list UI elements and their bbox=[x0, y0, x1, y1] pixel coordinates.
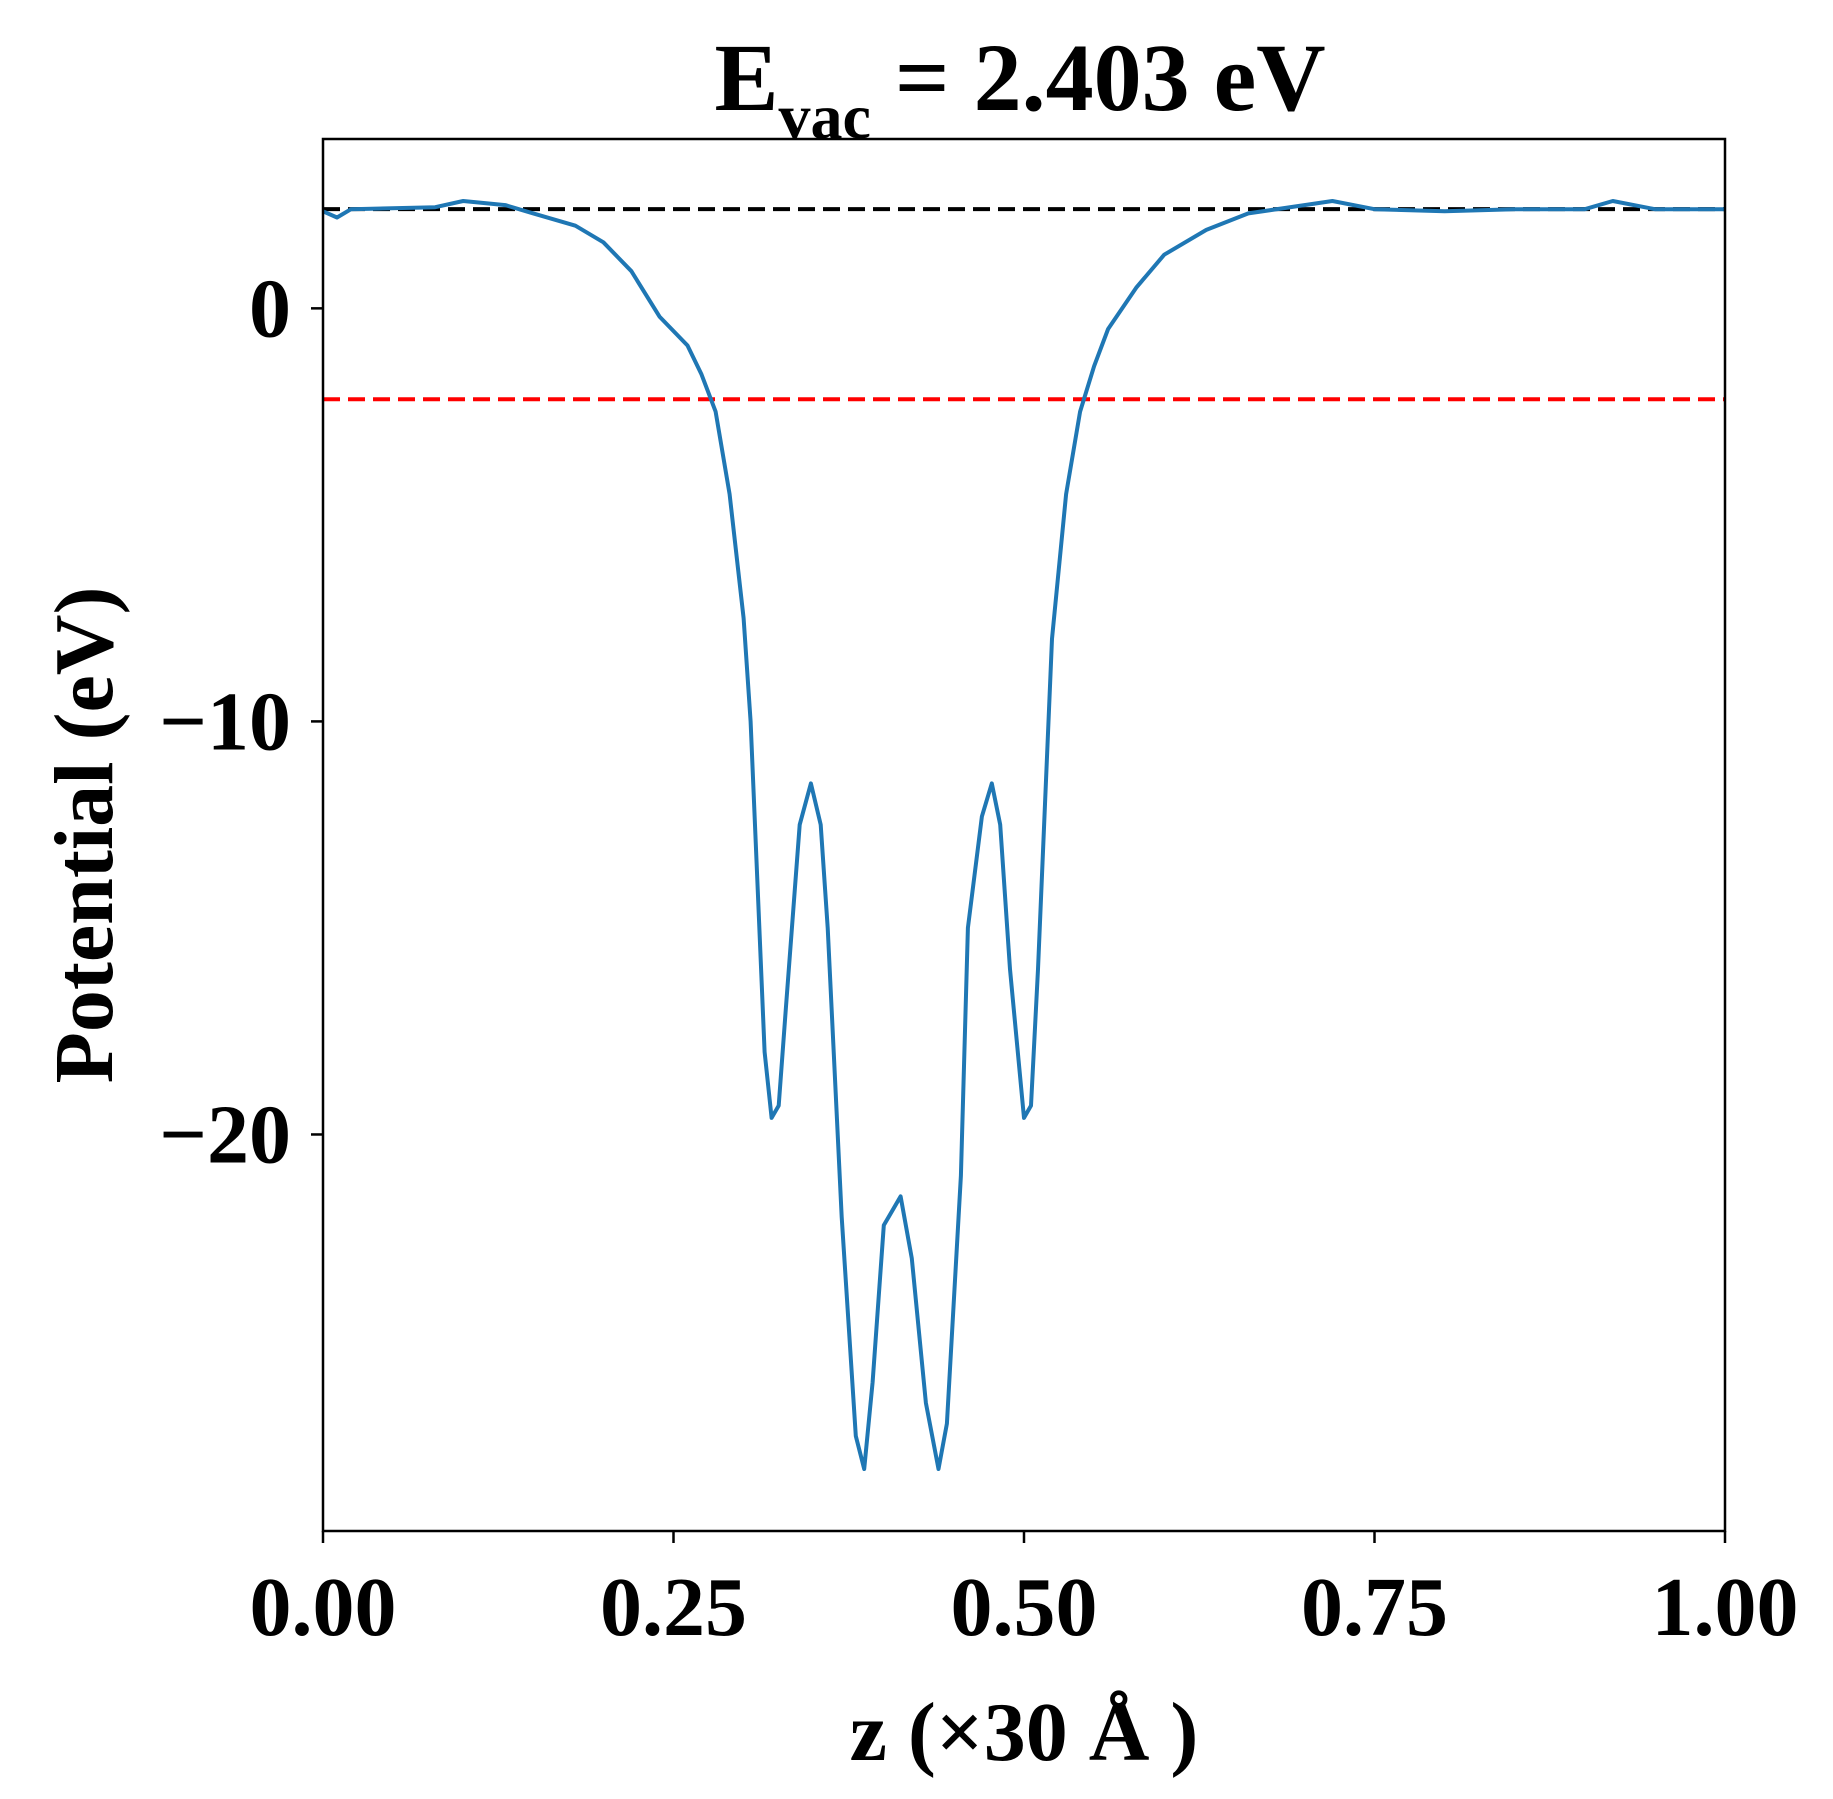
y-tick-label: 0 bbox=[249, 262, 291, 355]
x-axis-label: z (×30 Å ) bbox=[850, 1686, 1199, 1779]
x-tick-label: 0.00 bbox=[250, 1561, 397, 1654]
y-axis-label: Potential (eV) bbox=[38, 587, 131, 1084]
x-tick-label: 0.75 bbox=[1301, 1561, 1448, 1654]
y-tick-label: −20 bbox=[159, 1088, 291, 1181]
x-tick-label: 0.50 bbox=[951, 1561, 1098, 1654]
chart-title: Evac = 2.403 eV bbox=[714, 24, 1325, 152]
plot-area: 0.00 0.25 0.50 0.75 1.00 0 −10 −20 bbox=[159, 137, 1799, 1654]
x-tick-label: 0.25 bbox=[600, 1561, 747, 1654]
y-tick-label: −10 bbox=[159, 675, 291, 768]
x-tick-label: 1.00 bbox=[1652, 1561, 1799, 1654]
axes-frame bbox=[321, 137, 1727, 1533]
potential-series-line bbox=[322, 199, 1725, 1471]
